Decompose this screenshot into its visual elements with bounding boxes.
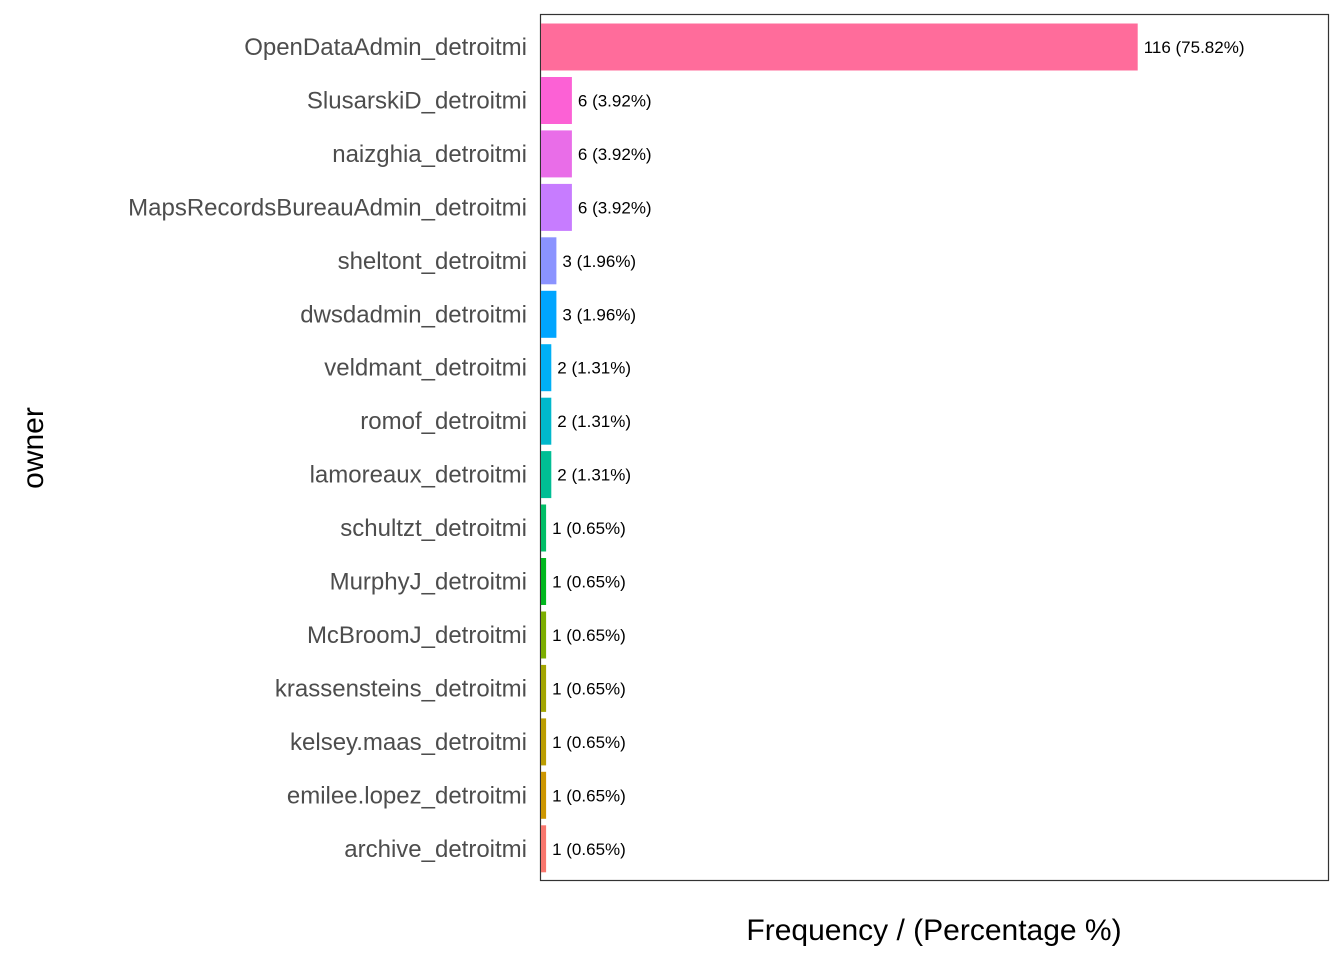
data-label: 116 (75.82%) xyxy=(1144,38,1245,57)
data-label: 1 (0.65%) xyxy=(552,573,626,592)
bar xyxy=(541,558,547,605)
category-label: MapsRecordsBureauAdmin_detroitmi xyxy=(128,194,527,221)
data-label: 6 (3.92%) xyxy=(578,92,652,111)
panel-border xyxy=(539,13,1330,882)
category-label: krassensteins_detroitmi xyxy=(275,675,527,702)
category-label: veldmant_detroitmi xyxy=(324,355,527,382)
data-label: 2 (1.31%) xyxy=(557,466,631,485)
category-label: emilee.lopez_detroitmi xyxy=(287,782,527,809)
bar xyxy=(541,771,547,819)
data-label: 1 (0.65%) xyxy=(552,733,626,752)
bar xyxy=(541,664,547,712)
category-label: MurphyJ_detroitmi xyxy=(330,569,527,596)
bars-group xyxy=(541,23,1138,873)
category-labels: OpenDataAdmin_detroitmi SlusarskiD_detroi… xyxy=(128,34,527,863)
category-label: sheltont_detroitmi xyxy=(338,248,527,275)
data-label: 2 (1.31%) xyxy=(557,412,631,431)
data-label: 1 (0.65%) xyxy=(552,519,626,538)
data-label: 6 (3.92%) xyxy=(578,145,652,164)
bar xyxy=(541,718,547,766)
category-label: McBroomJ_detroitmi xyxy=(307,622,527,649)
bar xyxy=(541,290,557,338)
data-label: 6 (3.92%) xyxy=(578,198,652,217)
y-axis-title: owner xyxy=(17,407,50,489)
data-label: 1 (0.65%) xyxy=(552,626,626,645)
bar xyxy=(541,397,552,445)
category-label: naizghia_detroitmi xyxy=(332,141,527,168)
bar xyxy=(541,77,572,124)
data-labels: 116 (75.82%) 6 (3.92%) 6 (3.92%) 6 (3.92%) 3… xyxy=(552,38,1244,859)
data-label: 1 (0.65%) xyxy=(552,840,626,859)
category-label: lamoreaux_detroitmi xyxy=(310,462,527,489)
data-label: 2 (1.31%) xyxy=(557,359,631,378)
data-label: 1 (0.65%) xyxy=(552,679,626,698)
category-label: romof_detroitmi xyxy=(360,408,527,435)
bar xyxy=(541,451,552,499)
bar xyxy=(541,825,547,873)
bar xyxy=(541,23,1138,71)
bar xyxy=(541,130,572,178)
data-label: 3 (1.96%) xyxy=(562,305,636,324)
data-label: 3 (1.96%) xyxy=(562,252,636,271)
bar xyxy=(541,237,557,285)
data-label: 1 (0.65%) xyxy=(552,786,626,805)
bar xyxy=(541,183,572,231)
bar xyxy=(541,611,547,659)
category-label: archive_detroitmi xyxy=(344,836,527,863)
x-axis-title: Frequency / (Percentage %) xyxy=(746,914,1121,947)
category-label: SlusarskiD_detroitmi xyxy=(307,88,527,115)
category-label: schultzt_detroitmi xyxy=(340,515,527,542)
category-label: kelsey.maas_detroitmi xyxy=(290,729,527,756)
bar xyxy=(541,504,547,552)
category-label: dwsdadmin_detroitmi xyxy=(300,301,527,328)
bar xyxy=(541,344,552,392)
category-label: OpenDataAdmin_detroitmi xyxy=(244,34,527,61)
